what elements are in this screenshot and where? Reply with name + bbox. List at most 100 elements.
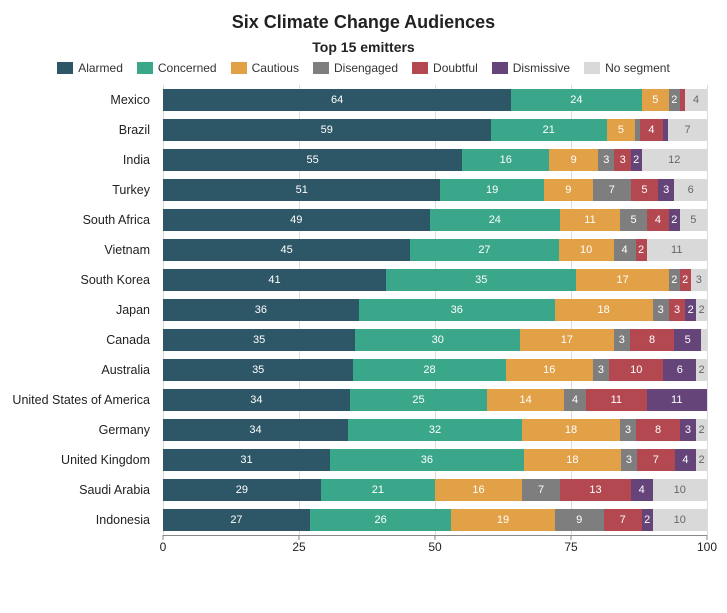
bar-segment-cautious: 5 [607,119,635,141]
legend: AlarmedConcernedCautiousDisengagedDoubtf… [8,61,719,75]
stacked-bar: 292116713410 [163,479,707,501]
bar-segment-alarmed: 34 [163,389,350,411]
bar-segment-disengaged: 3 [653,299,669,321]
bar-segment-nosegment: 3 [691,269,707,291]
chart-row: India5516933212 [163,145,707,175]
bar-segment-nosegment: 10 [653,479,707,501]
bar-segment-nosegment: 2 [696,419,707,441]
bar-segment-alarmed: 49 [163,209,430,231]
country-label: South Korea [8,273,156,287]
bar-segment-alarmed: 35 [163,329,355,351]
chart-row: Germany3432183832 [163,415,707,445]
bar-segment-nosegment: 12 [642,149,707,171]
stacked-bar: 35281631062 [163,359,707,381]
stacked-bar: 5516933212 [163,149,707,171]
bar-segment-disengaged: 4 [564,389,586,411]
bar-segment-doubtful: 3 [614,149,630,171]
bar-segment-concerned: 24 [511,89,642,111]
country-label: Brazil [8,123,156,137]
stacked-bar: 3432183832 [163,419,707,441]
bar-segment-nosegment: 4 [685,89,707,111]
bar-segment-alarmed: 45 [163,239,410,261]
chart-row: Mexico6424524 [163,85,707,115]
bar-segment-disengaged: 2 [669,269,680,291]
bar-segment-alarmed: 29 [163,479,321,501]
legend-label: Concerned [158,61,217,75]
bar-segment-concerned: 25 [350,389,487,411]
country-label: Mexico [8,93,156,107]
bar-segment-nosegment: 2 [696,299,707,321]
bar-segment-doubtful: 3 [669,299,685,321]
bar-segment-cautious: 19 [451,509,554,531]
bar-segment-nosegment: 7 [668,119,707,141]
bar-segment-concerned: 30 [355,329,520,351]
bar-segment-doubtful: 4 [640,119,662,141]
bar-segment-disengaged: 3 [598,149,614,171]
bar-segment-disengaged: 3 [620,419,636,441]
bar-segment-doubtful: 4 [647,209,669,231]
bar-segment-nosegment: 11 [647,239,707,261]
bar-segment-doubtful: 7 [604,509,642,531]
legend-swatch [57,62,73,74]
country-label: Canada [8,333,156,347]
stacked-bar: 5921547 [163,119,707,141]
bar-segment-cautious: 10 [559,239,614,261]
bar-segment-disengaged: 9 [555,509,604,531]
legend-item: No segment [584,61,670,75]
bar-segment-concerned: 21 [321,479,435,501]
bar-segment-disengaged: 7 [593,179,631,201]
country-label: Turkey [8,183,156,197]
x-tick-label: 75 [564,540,577,554]
country-label: Germany [8,423,156,437]
bar-segment-disengaged: 3 [593,359,609,381]
stacked-bar: 511997536 [163,179,707,201]
country-label: India [8,153,156,167]
bar-segment-doubtful: 13 [560,479,631,501]
bar-segment-concerned: 28 [353,359,505,381]
chart-row: Japan3636183322 [163,295,707,325]
bar-segment-doubtful: 8 [636,419,680,441]
stacked-bar: 34251441111 [163,389,707,411]
bar-segment-alarmed: 31 [163,449,330,471]
bar-segment-cautious: 18 [555,299,653,321]
country-label: Japan [8,303,156,317]
legend-label: Doubtful [433,61,478,75]
legend-item: Doubtful [412,61,478,75]
chart-row: Australia35281631062 [163,355,707,385]
bar-segment-dismissive: 5 [674,329,701,351]
bar-segment-doubtful: 7 [637,449,675,471]
bar-segment-cautious: 16 [435,479,522,501]
legend-swatch [313,62,329,74]
bar-segment-concerned: 19 [440,179,543,201]
x-tick-label: 50 [428,540,441,554]
x-axis: 0255075100 [163,535,707,557]
bar-segment-cautious: 14 [487,389,564,411]
stacked-bar: 353017385 [163,329,707,351]
x-tick-label: 25 [292,540,305,554]
bar-segment-dismissive: 4 [631,479,653,501]
bar-segment-alarmed: 41 [163,269,386,291]
legend-swatch [137,62,153,74]
bar-segment-cautious: 16 [506,359,593,381]
bar-segment-cautious: 18 [524,449,621,471]
country-label: Saudi Arabia [8,483,156,497]
bar-segment-dismissive: 3 [658,179,674,201]
bar-segment-nosegment: 6 [674,179,707,201]
country-label: Vietnam [8,243,156,257]
chart-area: Mexico6424524Brazil5921547India551693321… [163,85,707,557]
chart-row: Brazil5921547 [163,115,707,145]
bar-segment-nosegment: 2 [696,449,707,471]
stacked-bar: 3136183742 [163,449,707,471]
bar-segment-dismissive: 11 [647,389,707,411]
bar-segment-alarmed: 64 [163,89,511,111]
chart-row: Canada353017385 [163,325,707,355]
chart-row: United Kingdom3136183742 [163,445,707,475]
bar-segment-concerned: 36 [330,449,524,471]
bar-segment-concerned: 35 [386,269,576,291]
bar-segment-dismissive: 2 [631,149,642,171]
gridline [707,85,708,535]
bar-segment-concerned: 27 [410,239,558,261]
bar-segment-doubtful: 11 [586,389,646,411]
stacked-bar: 413517223 [163,269,707,291]
bar-segment-nosegment: 10 [653,509,707,531]
